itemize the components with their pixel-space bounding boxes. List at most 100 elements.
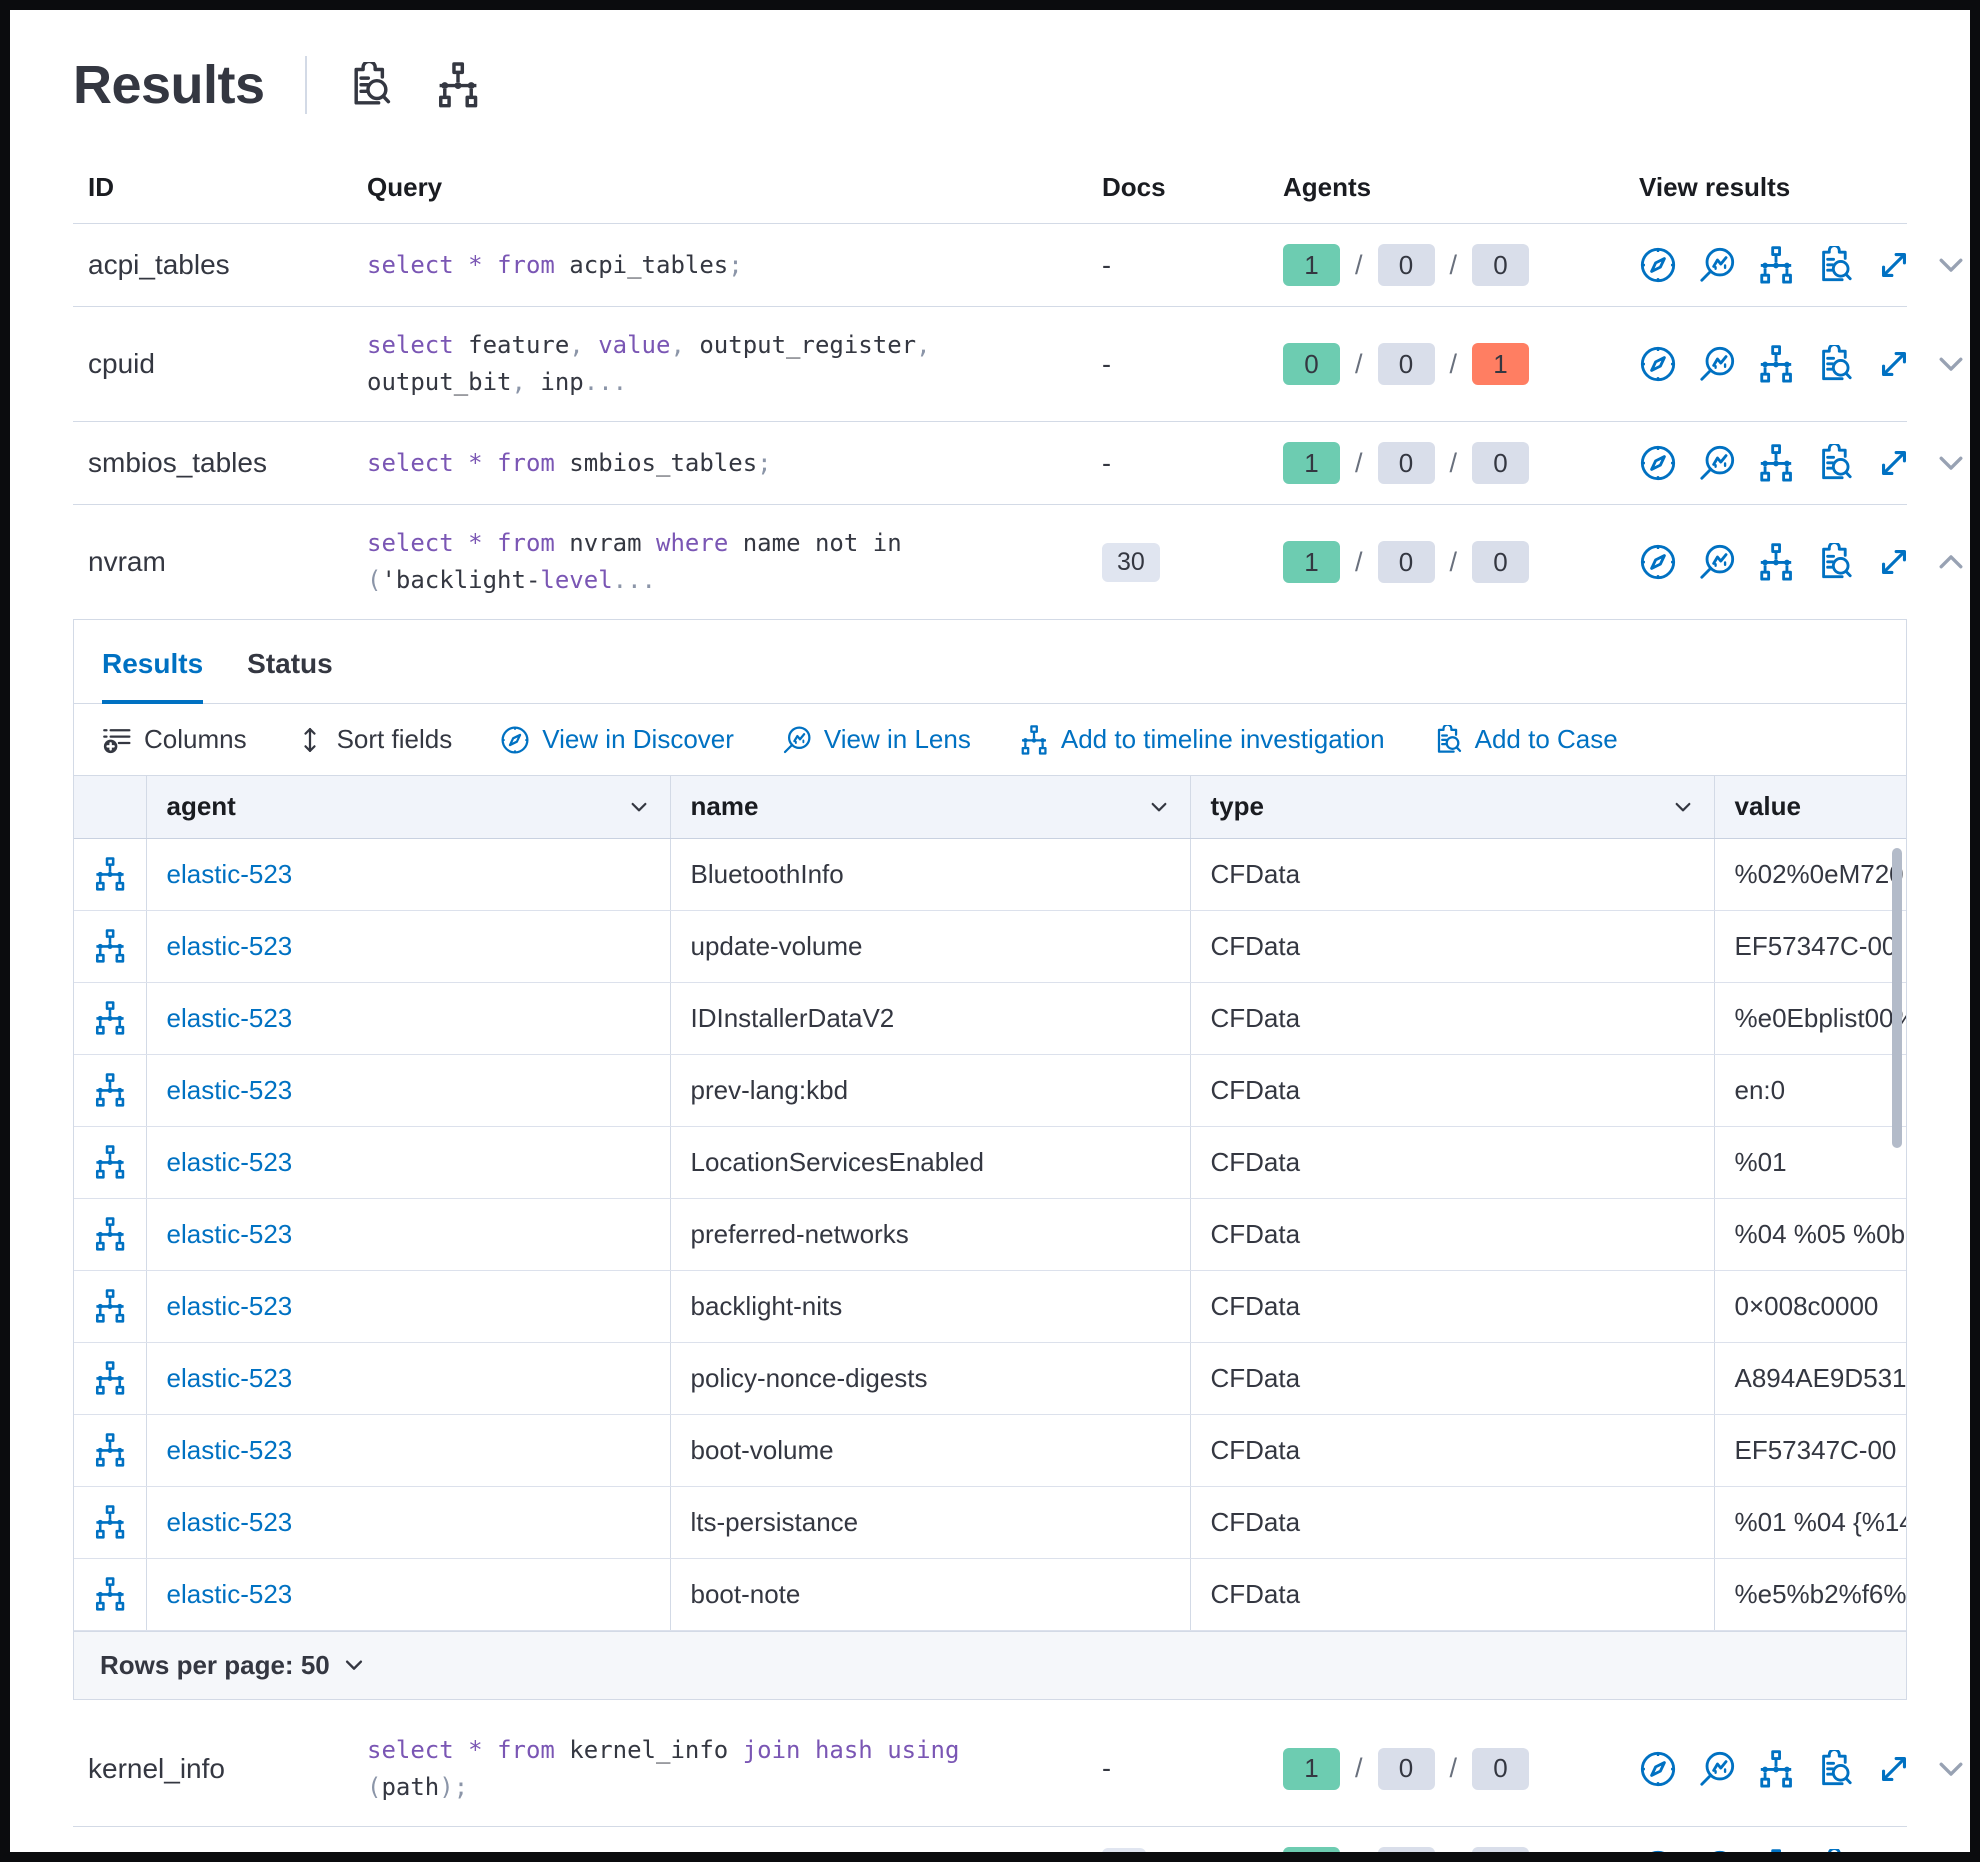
cell-name: preferred-networks bbox=[670, 1198, 1191, 1271]
chevron-down-icon bbox=[631, 802, 646, 812]
agent-link[interactable]: elastic-523 bbox=[166, 930, 293, 961]
add-to-timeline-icon[interactable] bbox=[93, 1001, 127, 1035]
cell-value: A894AE9D531 bbox=[1714, 1342, 1906, 1415]
sort-fields-button[interactable]: Sort fields bbox=[295, 724, 452, 755]
add-to-timeline-icon[interactable] bbox=[93, 1505, 127, 1539]
expand-icon[interactable] bbox=[1875, 345, 1913, 383]
expand-icon[interactable] bbox=[1875, 246, 1913, 284]
add-to-timeline-icon[interactable] bbox=[1757, 345, 1795, 383]
grid-header-agent[interactable]: agent bbox=[146, 776, 671, 839]
grid-row: elastic-523 LocationServicesEnabled CFDa… bbox=[74, 1126, 1906, 1199]
view-in-lens-icon[interactable] bbox=[1698, 543, 1736, 581]
expand-row-chevron-icon[interactable] bbox=[1934, 446, 1968, 480]
expand-icon[interactable] bbox=[1875, 444, 1913, 482]
add-to-timeline-icon[interactable] bbox=[93, 1433, 127, 1467]
grid-header-type[interactable]: type bbox=[1190, 776, 1715, 839]
expand-row-chevron-icon[interactable] bbox=[1934, 1851, 1968, 1862]
grid-row: elastic-523 backlight-nits CFData 0×008c… bbox=[74, 1270, 1906, 1343]
grid-header-value[interactable]: value bbox=[1714, 776, 1906, 839]
add-to-timeline-icon[interactable] bbox=[1757, 1749, 1795, 1788]
add-to-case-icon[interactable] bbox=[1816, 1848, 1854, 1862]
grid-header-name[interactable]: name bbox=[670, 776, 1191, 839]
cell-name: BluetoothInfo bbox=[670, 838, 1191, 911]
view-in-discover-icon[interactable] bbox=[1639, 543, 1677, 581]
agent-link[interactable]: elastic-523 bbox=[166, 1290, 293, 1321]
agent-link[interactable]: elastic-523 bbox=[166, 1002, 293, 1033]
add-to-case-icon[interactable] bbox=[1816, 345, 1854, 383]
expand-icon[interactable] bbox=[1875, 1750, 1913, 1788]
view-in-lens-icon[interactable] bbox=[1698, 1750, 1736, 1788]
grid-row: elastic-523 BluetoothInfo CFData %02%0eM… bbox=[74, 838, 1906, 911]
vertical-scrollbar[interactable] bbox=[1892, 848, 1902, 1148]
inspect-icon[interactable] bbox=[347, 62, 393, 108]
query-row-nvram: nvram select * from nvram where name not… bbox=[73, 505, 1963, 619]
add-to-timeline-icon[interactable] bbox=[1757, 543, 1795, 581]
add-to-timeline-icon[interactable] bbox=[93, 857, 127, 891]
add-to-timeline-icon[interactable] bbox=[1757, 444, 1795, 482]
add-to-case-icon[interactable] bbox=[1816, 543, 1854, 581]
cell-type: CFData bbox=[1190, 1414, 1715, 1487]
agents-failed-badge: 0 bbox=[1472, 541, 1530, 583]
add-to-timeline-icon[interactable] bbox=[1757, 246, 1795, 284]
agents-success-badge: 1 bbox=[1283, 1747, 1340, 1790]
expand-row-chevron-icon[interactable] bbox=[1934, 347, 1968, 381]
grid-row: elastic-523 IDInstallerDataV2 CFData %e0… bbox=[74, 982, 1906, 1055]
add-to-timeline-icon[interactable] bbox=[93, 1361, 127, 1395]
view-in-discover-icon[interactable] bbox=[1639, 444, 1677, 482]
add-to-timeline-icon[interactable] bbox=[93, 1073, 127, 1107]
agent-link[interactable]: elastic-523 bbox=[166, 1362, 293, 1393]
tab-results[interactable]: Results bbox=[102, 648, 204, 704]
agent-link[interactable]: elastic-523 bbox=[166, 1146, 293, 1177]
tab-status[interactable]: Status bbox=[247, 648, 333, 679]
sort-icon bbox=[303, 727, 316, 752]
expand-icon[interactable] bbox=[1875, 543, 1913, 581]
collapse-row-chevron-icon[interactable] bbox=[1934, 545, 1968, 579]
add-to-timeline-icon[interactable] bbox=[93, 1217, 127, 1251]
columns-button[interactable]: Columns bbox=[102, 724, 247, 755]
title-divider bbox=[304, 56, 307, 114]
agents-failed-badge: 0 bbox=[1472, 1747, 1530, 1790]
add-to-timeline-icon[interactable] bbox=[1757, 1848, 1795, 1862]
add-to-timeline-icon[interactable] bbox=[93, 929, 127, 963]
sitemap-icon[interactable] bbox=[435, 62, 481, 108]
add-to-case-icon[interactable] bbox=[1816, 246, 1854, 284]
view-in-lens-button[interactable]: View in Lens bbox=[782, 724, 971, 755]
add-to-case-icon[interactable] bbox=[1816, 1749, 1854, 1788]
add-to-timeline-icon[interactable] bbox=[93, 1145, 127, 1179]
view-in-lens-icon[interactable] bbox=[1698, 345, 1736, 383]
agent-link[interactable]: elastic-523 bbox=[166, 858, 293, 889]
chevron-down-icon bbox=[1675, 802, 1690, 812]
expand-row-chevron-icon[interactable] bbox=[1934, 1752, 1968, 1786]
agent-link[interactable]: elastic-523 bbox=[166, 1074, 293, 1105]
view-in-lens-icon[interactable] bbox=[1698, 444, 1736, 482]
cell-name: backlight-nits bbox=[670, 1270, 1191, 1343]
view-in-discover-button[interactable]: View in Discover bbox=[500, 724, 734, 755]
docs-count-badge: 30 bbox=[1102, 542, 1160, 582]
agent-link[interactable]: elastic-523 bbox=[166, 1578, 293, 1609]
add-to-timeline-icon[interactable] bbox=[93, 1289, 127, 1323]
view-in-lens-icon[interactable] bbox=[1698, 246, 1736, 284]
agent-link[interactable]: elastic-523 bbox=[166, 1434, 293, 1465]
agent-link[interactable]: elastic-523 bbox=[166, 1218, 293, 1249]
add-to-timeline-icon[interactable] bbox=[93, 1577, 127, 1611]
cell-value: %01 %04 {%14 bbox=[1714, 1486, 1906, 1559]
query-sql: select * from nvram where name not in ('… bbox=[367, 529, 902, 594]
expand-icon[interactable] bbox=[1875, 1849, 1913, 1862]
agents-pending-badge: 0 bbox=[1377, 244, 1435, 286]
col-header-query: Query bbox=[367, 172, 443, 202]
rows-per-page-button[interactable]: Rows per page: 50 bbox=[100, 1650, 366, 1681]
view-in-discover-icon[interactable] bbox=[1639, 246, 1677, 284]
view-in-discover-icon[interactable] bbox=[1639, 1750, 1677, 1788]
add-to-case-icon[interactable] bbox=[1816, 444, 1854, 482]
add-to-case-button[interactable]: Add to Case bbox=[1433, 724, 1618, 755]
view-in-discover-icon[interactable] bbox=[1639, 1849, 1677, 1862]
add-to-timeline-button[interactable]: Add to timeline investigation bbox=[1019, 724, 1385, 755]
agents-status: 1/ 0/ 0 bbox=[1268, 442, 1624, 484]
view-in-lens-icon[interactable] bbox=[1698, 1849, 1736, 1862]
page-title: Results bbox=[73, 55, 265, 115]
cell-name: policy-nonce-digests bbox=[670, 1342, 1191, 1415]
cell-type: CFData bbox=[1190, 910, 1715, 983]
view-in-discover-icon[interactable] bbox=[1639, 345, 1677, 383]
expand-row-chevron-icon[interactable] bbox=[1934, 248, 1968, 282]
agent-link[interactable]: elastic-523 bbox=[166, 1506, 293, 1537]
